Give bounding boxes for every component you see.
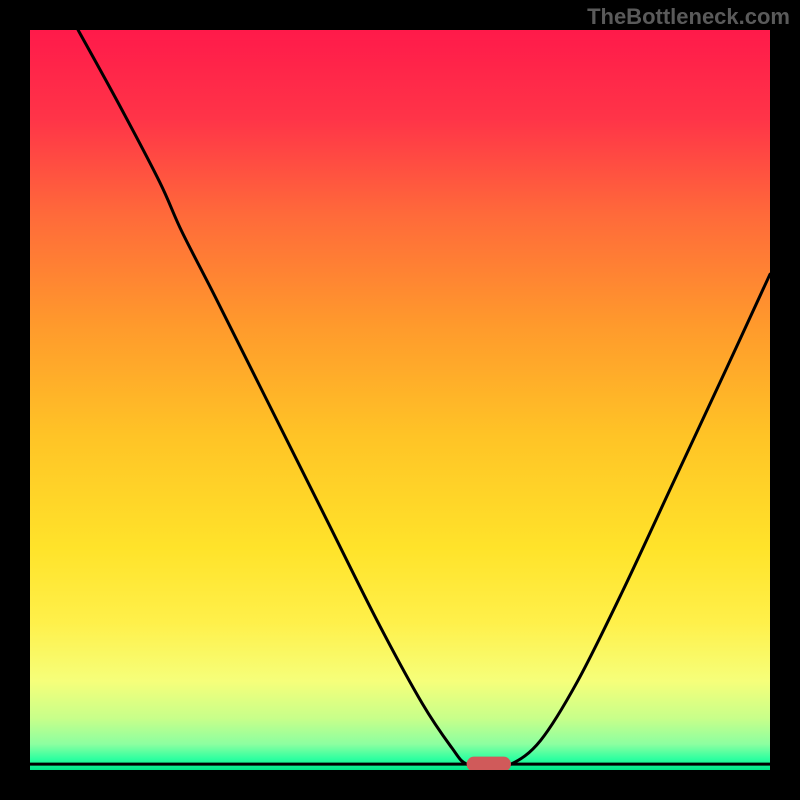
chart-container: TheBottleneck.com [0,0,800,800]
watermark-text: TheBottleneck.com [587,4,790,30]
optimal-marker [467,757,511,770]
bottleneck-chart-svg [30,30,770,770]
plot-area [30,30,770,770]
gradient-background [30,30,770,770]
